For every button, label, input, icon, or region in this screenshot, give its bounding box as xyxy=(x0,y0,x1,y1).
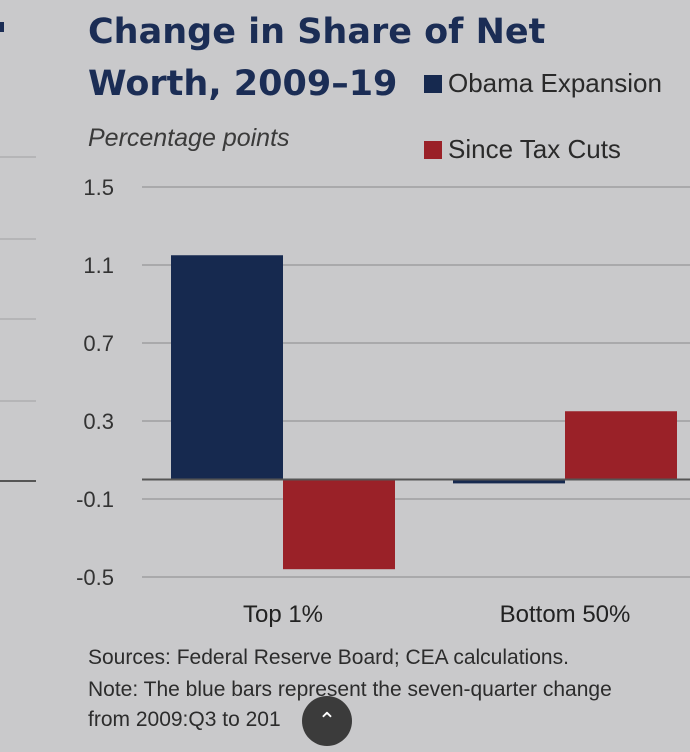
y-tick-label: 0.7 xyxy=(83,331,114,356)
x-category-label: Top 1% xyxy=(243,601,323,628)
y-tick-label: 1.1 xyxy=(83,253,114,278)
y-tick-label: -0.5 xyxy=(76,565,114,590)
x-category-label: Bottom 50% xyxy=(500,601,631,628)
y-tick-label: 1.5 xyxy=(83,175,114,200)
legend-swatch-obama xyxy=(424,74,442,93)
legend-item-taxcuts: Since Tax Cuts xyxy=(424,134,621,165)
y-tick-label: -0.1 xyxy=(76,487,114,512)
bar-obama-expansion-bottom-50 xyxy=(453,479,565,484)
footnote-sources: Sources: Federal Reserve Board; CEA calc… xyxy=(88,646,569,669)
left-divider xyxy=(0,400,36,402)
legend-item-obama: Obama Expansion xyxy=(424,68,662,99)
left-divider xyxy=(0,480,36,482)
left-divider xyxy=(0,156,36,158)
bar-since-tax-cuts-top-1 xyxy=(283,479,395,570)
chart-title: Change in Share of Net Worth, 2009–19 xyxy=(88,12,546,104)
left-divider xyxy=(0,238,36,240)
legend-label-taxcuts: Since Tax Cuts xyxy=(448,134,621,164)
legend-label-obama: Obama Expansion xyxy=(448,68,662,98)
left-divider xyxy=(0,318,36,320)
scroll-to-top-button[interactable]: ⌃ xyxy=(302,696,352,746)
bar-obama-expansion-top-1 xyxy=(171,255,283,480)
footnote-note-line2: from 2009:Q3 to 201 xyxy=(88,708,281,731)
chevron-up-icon: ⌃ xyxy=(317,708,337,734)
footnote-note-line1: Note: The blue bars represent the seven-… xyxy=(88,678,612,701)
chart-subtitle: Percentage points xyxy=(88,124,290,152)
bar-since-tax-cuts-bottom-50 xyxy=(565,411,677,480)
y-tick-label: 0.3 xyxy=(83,409,114,434)
edge-fragment xyxy=(0,22,4,32)
legend-swatch-taxcuts xyxy=(424,140,442,159)
